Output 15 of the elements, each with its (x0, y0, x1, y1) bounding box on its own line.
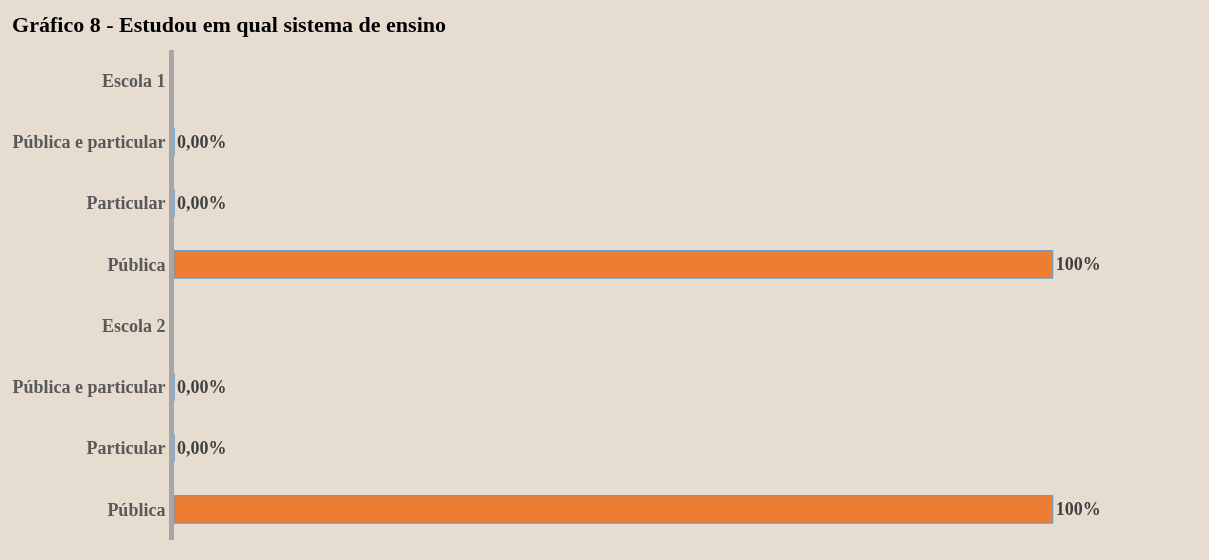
data-label: 0,00% (177, 376, 227, 397)
y-tick-label: Pública (107, 254, 166, 275)
y-tick-label: Escola 1 (101, 70, 166, 91)
y-tick-label: Pública e particular (12, 132, 166, 153)
y-tick-label: Pública (107, 499, 166, 520)
y-tick-label: Pública e particular (12, 377, 166, 398)
data-label: 100% (1055, 254, 1101, 275)
data-label: 0,00% (177, 193, 227, 214)
data-label: 0,00% (177, 131, 227, 152)
chart-title: Gráfico 8 - Estudou em qual sistema de ensino (12, 12, 447, 38)
y-tick-label: Escola 2 (101, 315, 166, 336)
y-tick-label: Particular (86, 193, 166, 214)
y-tick-label: Particular (86, 438, 166, 459)
data-label: 100% (1055, 499, 1101, 520)
data-label: 0,00% (177, 438, 227, 459)
